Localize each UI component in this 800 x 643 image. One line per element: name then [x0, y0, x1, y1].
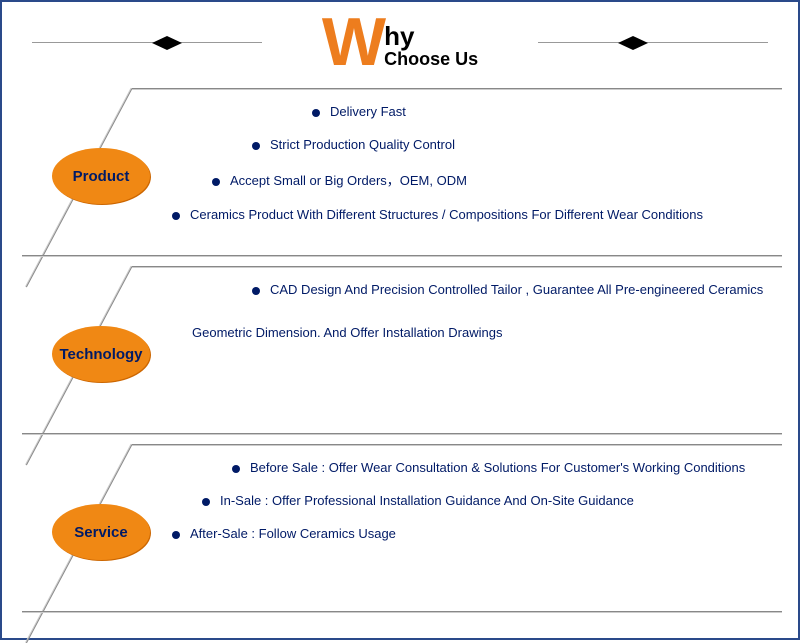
- section-border-top: [132, 444, 782, 445]
- line-text: Accept Small or Big Orders，OEM, ODM: [230, 173, 467, 188]
- section-border-top: [132, 88, 782, 89]
- bullet-icon: [232, 465, 240, 473]
- title-big-letter: W: [322, 15, 380, 69]
- line-item: Accept Small or Big Orders，OEM, ODM: [212, 170, 778, 189]
- bullet-icon: [312, 109, 320, 117]
- line-text: Delivery Fast: [330, 104, 406, 119]
- line-text: After-Sale : Follow Ceramics Usage: [190, 526, 396, 541]
- line-text: CAD Design And Precision Controlled Tail…: [270, 282, 763, 297]
- line-text: Before Sale : Offer Wear Consultation & …: [250, 460, 745, 475]
- line-item: Strict Production Quality Control: [252, 137, 778, 152]
- line-item: Geometric Dimension. And Offer Installat…: [192, 325, 778, 340]
- bullet-icon: [172, 212, 180, 220]
- line-text: Strict Production Quality Control: [270, 137, 455, 152]
- bullet-icon: [252, 287, 260, 295]
- section-border-bottom: [22, 255, 782, 256]
- line-item: CAD Design And Precision Controlled Tail…: [252, 282, 778, 297]
- section-border-bottom: [22, 611, 782, 612]
- section-border-bottom: [22, 433, 782, 434]
- header: W hy Choose Us: [2, 2, 798, 82]
- line-text: Ceramics Product With Different Structur…: [190, 207, 703, 222]
- title: W hy Choose Us: [322, 14, 478, 70]
- title-rest: hy: [384, 22, 478, 51]
- bullet-icon: [172, 531, 180, 539]
- section-border-top: [132, 266, 782, 267]
- section-content: Delivery Fast Strict Production Quality C…: [132, 96, 778, 238]
- section-technology: TechnologyCAD Design And Precision Contr…: [2, 266, 798, 438]
- bullet-icon: [202, 498, 210, 506]
- diamond-icon: [618, 36, 648, 50]
- section-content: CAD Design And Precision Controlled Tail…: [132, 274, 778, 356]
- line-text: Geometric Dimension. And Offer Installat…: [192, 325, 502, 340]
- line-item: After-Sale : Follow Ceramics Usage: [172, 526, 778, 541]
- line-item: Ceramics Product With Different Structur…: [172, 207, 778, 222]
- header-line-left: [32, 42, 262, 43]
- line-item: Delivery Fast: [312, 104, 778, 119]
- title-text: hy Choose Us: [384, 22, 478, 70]
- line-item: In-Sale : Offer Professional Installatio…: [202, 493, 778, 508]
- bullet-icon: [212, 178, 220, 186]
- diamond-icon: [152, 36, 182, 50]
- section-product: ProductDelivery FastStrict Production Qu…: [2, 88, 798, 260]
- header-line-right: [538, 42, 768, 43]
- section-content: Before Sale : Offer Wear Consultation & …: [132, 452, 778, 557]
- title-subtitle: Choose Us: [384, 50, 478, 70]
- bullet-icon: [252, 142, 260, 150]
- line-text: In-Sale : Offer Professional Installatio…: [220, 493, 634, 508]
- line-item: Before Sale : Offer Wear Consultation & …: [232, 460, 778, 475]
- section-service: ServiceBefore Sale : Offer Wear Consulta…: [2, 444, 798, 616]
